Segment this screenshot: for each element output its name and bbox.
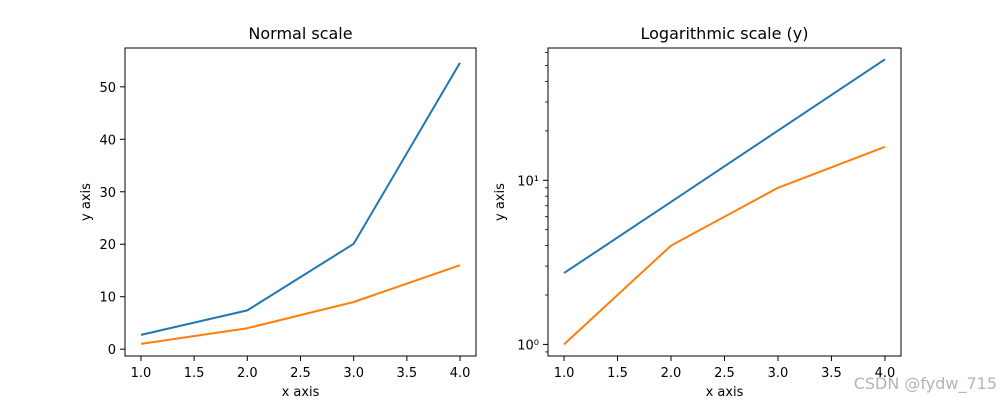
series-line-1 [563,145,886,346]
x-tick-label: 4.0 [450,366,471,381]
y-tick-label: 50 [99,81,116,96]
y-tick-label: 0 [108,343,116,358]
axes-frame [124,47,477,357]
x-tick-label: 3.0 [768,366,789,381]
x-axis-label: x axis [706,385,744,400]
x-tick-label: 3.5 [821,366,842,381]
x-tick-label: 1.0 [131,366,152,381]
x-axis-label: x axis [282,385,320,400]
series-line-0 [140,62,461,336]
y-tick-label: 10⁰ [517,338,539,353]
y-axis-label: y axis [493,183,508,221]
series-line-0 [563,58,886,274]
y-tick-label: 10¹ [517,174,539,189]
x-tick-label: 3.5 [397,366,418,381]
x-tick-label: 3.0 [343,366,364,381]
y-axis-label: y axis [79,183,94,221]
chart-title: Logarithmic scale (y) [641,24,809,43]
x-tick-label: 2.0 [237,366,258,381]
x-tick-label: 2.5 [290,366,311,381]
watermark: CSDN @fydw_715 [854,374,997,394]
y-tick-label: 20 [99,238,116,253]
x-tick-label: 1.0 [554,366,575,381]
x-tick-label: 2.0 [661,366,682,381]
x-tick-label: 2.5 [714,366,735,381]
x-tick-label: 1.5 [184,366,205,381]
chart-normal-scale: Normal scale 1.0 1.5 2.0 2.5 3.0 3.5 4.0 0 10 20 30… [79,24,477,400]
x-tick-label: 4.0 [875,366,896,381]
series-line-1 [140,264,461,345]
y-tick-label: 40 [99,133,116,148]
x-tick-label: 1.5 [607,366,628,381]
y-tick-label: 10 [99,291,116,306]
y-tick-label: 30 [99,186,116,201]
chart-log-scale: Logarithmic scale (y) 1.0 1.5 2.0 2.5 3.0 3.5 4… [493,24,902,400]
chart-title: Normal scale [248,24,352,43]
